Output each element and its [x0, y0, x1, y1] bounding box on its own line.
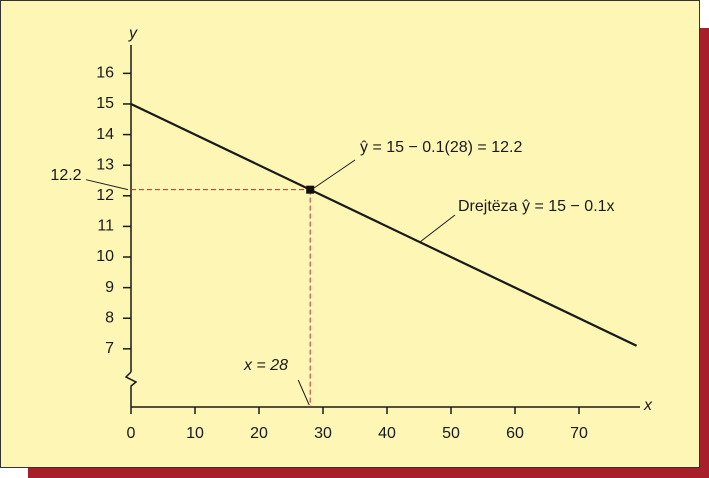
highlight-x-label: x = 28: [243, 357, 288, 374]
x-tick-label: 70: [570, 425, 588, 442]
x-tick-label: 20: [250, 425, 268, 442]
y-axis-label: y: [128, 25, 138, 42]
leader-line: [85, 179, 129, 191]
y-tick-label: 16: [96, 65, 114, 82]
x-axis-label: x: [643, 397, 653, 414]
x-tick-label: 0: [127, 425, 136, 442]
leader-line: [419, 214, 456, 243]
y-tick-label: 10: [96, 248, 114, 265]
point-annotation: ŷ = 15 − 0.1(28) = 12.2: [360, 139, 522, 156]
y-tick-label: 11: [97, 218, 114, 235]
regression-line: [130, 102, 638, 347]
highlight-point: [306, 185, 315, 194]
highlight-y-label: 12.2: [50, 167, 81, 184]
y-tick-label: 9: [105, 279, 114, 296]
y-tick-label: 7: [105, 340, 114, 357]
line-annotation: Drejtëza ŷ = 15 − 0.1x: [458, 198, 615, 215]
y-tick-label: 8: [105, 309, 114, 326]
axis-break: [124, 371, 138, 407]
x-tick-label: 10: [186, 425, 204, 442]
panel: [0, 0, 700, 468]
y-tick-label: 15: [96, 95, 114, 112]
leader-line: [297, 379, 310, 406]
x-tick-label: 60: [506, 425, 524, 442]
x-tick-label: 30: [314, 425, 332, 442]
y-tick-label: 12: [96, 187, 114, 204]
leader-line: [313, 159, 356, 189]
y-tick-label: 14: [96, 126, 114, 143]
y-tick-label: 13: [96, 156, 114, 173]
x-tick-label: 50: [442, 425, 460, 442]
x-tick-label: 40: [378, 425, 396, 442]
